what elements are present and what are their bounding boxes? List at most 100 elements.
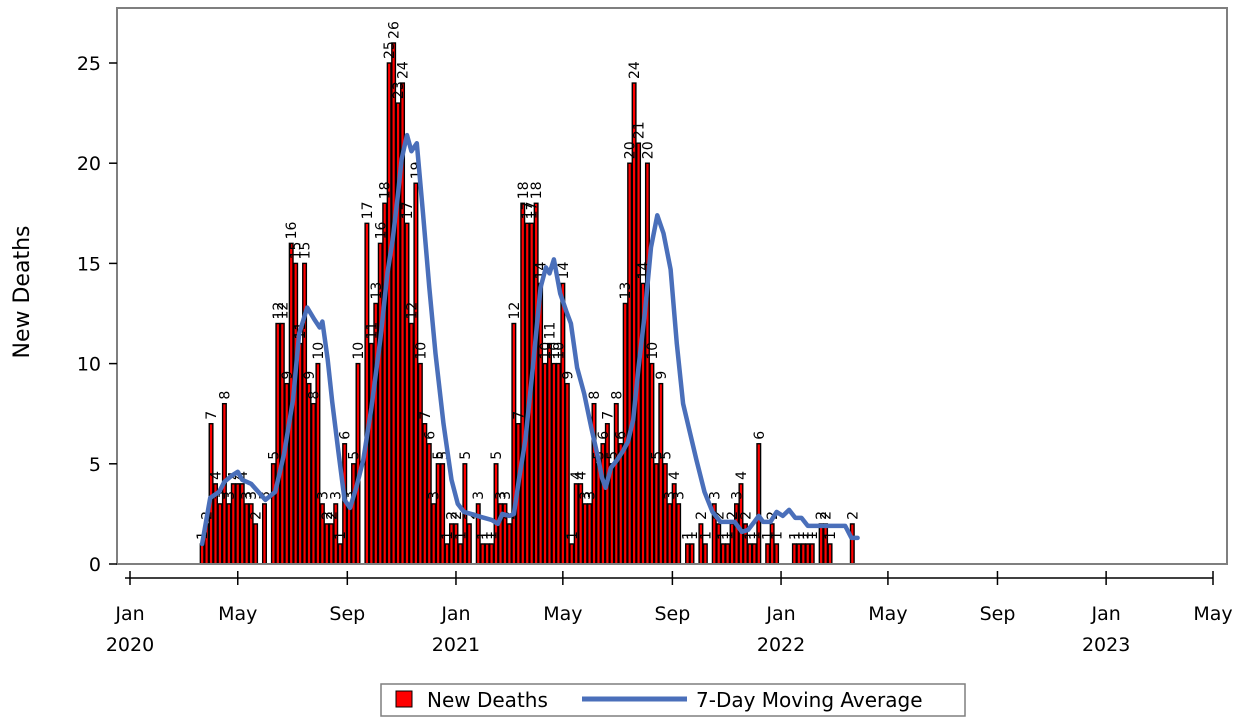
bar — [391, 42, 397, 565]
bar-data-label: 11 — [364, 322, 380, 340]
bar — [413, 182, 419, 565]
bar — [595, 463, 601, 565]
bar — [600, 443, 606, 565]
bar — [270, 463, 276, 565]
bar-data-label: 2 — [449, 511, 465, 520]
bar-data-label: 4 — [667, 471, 683, 480]
bar-data-label: 10 — [538, 342, 554, 360]
bar-data-label: 4 — [209, 471, 225, 480]
bar-data-label: 20 — [640, 141, 656, 159]
bar — [368, 342, 374, 565]
bar — [653, 463, 659, 565]
bar-data-label: 3 — [427, 491, 443, 500]
x-tick-label: May — [1193, 603, 1232, 625]
bar — [533, 202, 539, 565]
bar-data-label: 14 — [556, 262, 572, 280]
bar-data-label: 3 — [257, 491, 273, 500]
legend-label-moving-average: 7-Day Moving Average — [696, 688, 923, 712]
bar — [386, 62, 392, 565]
bar — [542, 362, 548, 565]
bar-data-label: 1 — [565, 531, 581, 540]
bar-data-label: 1 — [716, 531, 732, 540]
x-tick-label: May — [543, 603, 582, 625]
bar — [199, 543, 205, 565]
bar-data-label: 1 — [787, 531, 803, 540]
bar — [355, 362, 361, 565]
x-tick-label: 2022 — [757, 634, 805, 656]
bar-data-label: 3 — [213, 491, 229, 500]
bar-data-label: 1 — [698, 531, 714, 540]
y-tick-label: 25 — [77, 53, 101, 75]
bar — [827, 543, 833, 565]
bar — [435, 463, 441, 565]
bar — [310, 402, 316, 565]
bar-data-label: 9 — [654, 371, 670, 380]
bar-data-label: 25 — [382, 41, 398, 59]
bar — [729, 523, 735, 565]
bar-data-label: 5 — [436, 451, 452, 460]
bar — [774, 543, 780, 565]
bar-data-label: 16 — [284, 221, 300, 239]
bar — [849, 523, 855, 565]
x-tick-label: Sep — [329, 603, 365, 625]
bar-data-label: 17 — [520, 201, 536, 219]
moving-average-series — [199, 132, 860, 547]
bar — [426, 443, 432, 565]
bar — [618, 443, 624, 565]
bar — [404, 222, 410, 565]
bar — [627, 162, 633, 565]
bar — [444, 543, 450, 565]
bar-data-label: 8 — [609, 391, 625, 400]
x-tick-label: Jan — [765, 603, 795, 625]
bar-data-label: 6 — [596, 431, 612, 440]
bar-data-label: 18 — [529, 181, 545, 199]
bar-data-label: 17 — [525, 201, 541, 219]
bar-data-label: 3 — [329, 491, 345, 500]
bar — [658, 382, 664, 565]
bar-data-label: 1 — [453, 531, 469, 540]
bar — [685, 543, 691, 565]
bar-data-label: 7 — [600, 411, 616, 420]
bar-data-label: 2 — [819, 511, 835, 520]
legend-box — [380, 683, 966, 717]
bar-data-label: 5 — [649, 451, 665, 460]
bar — [382, 202, 388, 565]
bar-data-label: 18 — [516, 181, 532, 199]
bar-data-label: 8 — [587, 391, 603, 400]
bar — [328, 523, 334, 565]
bar-data-label: 1 — [743, 531, 759, 540]
legend-swatch-new-deaths — [395, 690, 413, 708]
bar — [725, 543, 731, 565]
moving-average-line — [199, 132, 860, 547]
bar-data-label: 13 — [618, 282, 634, 300]
bar-data-label: 5 — [458, 451, 474, 460]
bar — [551, 362, 557, 565]
bar — [716, 523, 722, 565]
bar-data-label: 12 — [404, 302, 420, 320]
bar-data-label: 7 — [204, 411, 220, 420]
bar-data-label: 8 — [217, 391, 233, 400]
bar-data-label: 1 — [480, 531, 496, 540]
bar — [324, 523, 330, 565]
bar — [484, 543, 490, 565]
bar-data-label: 1 — [805, 531, 821, 540]
y-axis-title: New Deaths — [10, 226, 35, 359]
bar-data-label: 2 — [814, 511, 830, 520]
bar — [306, 382, 312, 565]
bar — [569, 543, 575, 565]
x-axis: Jan 2020 May Sep Jan 2021 May Sep Jan 2022 May Sep J… — [106, 563, 1233, 656]
bar-data-label: 3 — [315, 491, 331, 500]
bar — [293, 262, 299, 565]
x-tick-label: Sep — [654, 603, 690, 625]
bar-data-label: 5 — [431, 451, 447, 460]
bar — [698, 523, 704, 565]
bar-data-label: 3 — [222, 491, 238, 500]
bar — [453, 523, 459, 565]
bar — [818, 523, 824, 565]
bar-data-label: 15 — [298, 242, 314, 260]
bar-data-label: 3 — [672, 491, 688, 500]
bar-data-label: 3 — [583, 491, 599, 500]
bar-data-label: 6 — [338, 431, 354, 440]
bar-data-label: 17 — [360, 201, 376, 219]
